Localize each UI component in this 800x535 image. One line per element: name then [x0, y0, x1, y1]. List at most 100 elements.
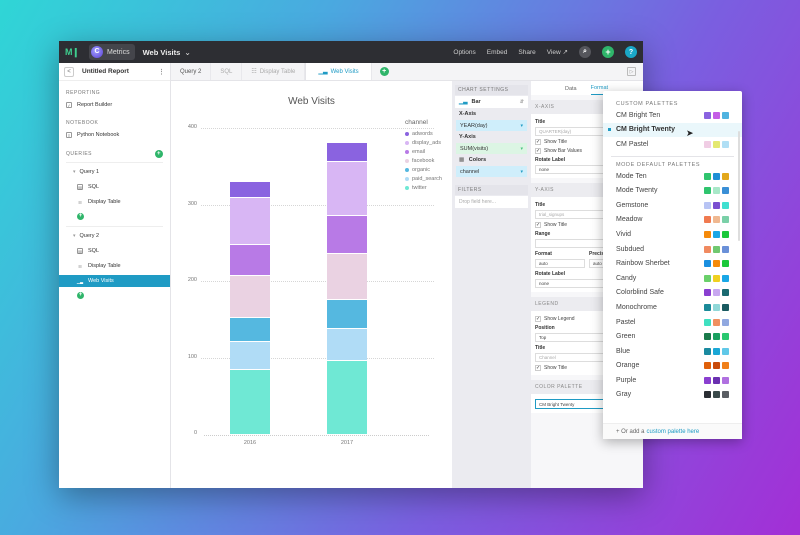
palette-option[interactable]: Gemstone [603, 198, 742, 213]
sidebar-item-query-1-display-table[interactable]: ☷ Display Table [59, 196, 170, 208]
tab-format[interactable]: Format [590, 85, 609, 95]
search-icon[interactable]: ⌕ [579, 46, 591, 58]
tab-display-table[interactable]: ☷ Display Table [242, 63, 306, 80]
sidebar-item-query-1[interactable]: ▾ Query 1 [59, 166, 170, 178]
x-show-title-checkbox[interactable]: ✓ Show Title [535, 139, 639, 145]
palette-option[interactable]: Monochrome [603, 300, 742, 315]
palette-option[interactable]: Blue [603, 344, 742, 359]
sidebar-item-query-2[interactable]: ▾ Query 2 [59, 230, 170, 242]
palette-option[interactable]: Purple [603, 373, 742, 388]
bar-segment-email[interactable] [230, 244, 270, 275]
dropdown-scrollbar[interactable] [738, 131, 740, 241]
palette-option[interactable]: CM Pastel [603, 137, 742, 152]
sidebar-item-python-notebook[interactable]: ≡ Python Notebook [59, 129, 170, 141]
show-bar-values-checkbox[interactable]: ✓ Show Bar Values [535, 148, 639, 154]
tab-web-visits[interactable]: ▁▃ Web Visits [305, 63, 372, 80]
y-axis-field[interactable]: SUM(visits) ▾ [456, 143, 527, 154]
tab-label: SQL [220, 68, 233, 75]
view-link[interactable]: View ↗ [546, 49, 568, 56]
palette-name: CM Bright Twenty [616, 126, 675, 134]
mode-logo-icon[interactable]: M❙ [65, 46, 80, 57]
filters-drop-zone[interactable]: Drop field here... [455, 196, 528, 208]
palette-option[interactable]: Candy [603, 271, 742, 286]
bar-segment-email[interactable] [327, 215, 367, 253]
create-new-button[interactable]: + [602, 46, 614, 58]
toggle-panel-icon[interactable]: ▷ [627, 67, 636, 76]
sidebar-item-query-2-display-table[interactable]: ☷ Display Table [59, 260, 170, 272]
legend-item-paid_search[interactable]: paid_search [405, 174, 442, 183]
tab-data[interactable]: Data [565, 86, 577, 92]
bar-segment-facebook[interactable] [230, 274, 270, 317]
tab-query-2[interactable]: Query 2 [171, 63, 212, 80]
precision-label: Precision [589, 251, 612, 257]
add-chart-query-2[interactable]: + [59, 289, 170, 301]
share-link[interactable]: Share [518, 48, 536, 56]
bar-segment-facebook[interactable] [327, 252, 367, 300]
bar-segment-adwords[interactable] [230, 180, 270, 197]
bar-segment-adwords[interactable] [327, 141, 367, 161]
palette-option[interactable]: CM Bright Twenty [603, 122, 742, 138]
bar-segment-paid_search[interactable] [327, 328, 367, 360]
sidebar-item-web-visits[interactable]: ▁▃ Web Visits [59, 275, 170, 287]
caret-down-icon[interactable]: ▾ [520, 145, 523, 152]
chevron-down-icon[interactable]: ⌄ [184, 47, 191, 57]
legend-item-email[interactable]: email [405, 147, 442, 156]
y-tick-label: 400 [187, 124, 197, 130]
bar-segment-twitter[interactable] [230, 368, 270, 434]
sidebar-item-query-1-sql[interactable]: ▤ SQL [59, 181, 170, 193]
legend-item-display_ads[interactable]: display_ads [405, 138, 442, 147]
sidebar-item-report-builder[interactable]: ✓ Report Builder [59, 99, 170, 111]
legend-show-title-checkbox[interactable]: ✓ Show Title [535, 365, 639, 371]
more-menu-icon[interactable]: ⋮ [158, 68, 165, 76]
palette-name: Purple [616, 376, 637, 384]
y-show-title-checkbox[interactable]: ✓ Show Title [535, 222, 639, 228]
bar-segment-display_ads[interactable] [230, 196, 270, 245]
palette-option[interactable]: Mode Twenty [603, 183, 742, 198]
chart-type-select[interactable]: ▁▃ Bar ⇵ [455, 96, 528, 108]
x-axis-field[interactable]: YEAR(day) ▾ [456, 120, 527, 131]
add-chart-query-1[interactable]: + [59, 210, 170, 222]
org-switcher[interactable]: C Metrics [89, 44, 135, 60]
checkbox-checked-icon: ✓ [535, 139, 541, 145]
bar-segment-paid_search[interactable] [230, 341, 270, 369]
options-link[interactable]: Options [453, 48, 476, 56]
report-title[interactable]: Untitled Report [82, 68, 129, 75]
palette-option[interactable]: Meadow [603, 213, 742, 228]
tab-sql[interactable]: SQL [211, 63, 243, 80]
bar-segment-organic[interactable] [230, 316, 270, 342]
bar-segment-organic[interactable] [327, 299, 367, 329]
embed-link[interactable]: Embed [486, 48, 508, 56]
palette-option[interactable]: Subdued [603, 242, 742, 257]
stacked-bar-2016[interactable] [230, 180, 270, 434]
legend-item-adwords[interactable]: adwords [405, 129, 442, 138]
palette-option[interactable]: Vivid [603, 227, 742, 242]
palette-option[interactable]: CM Bright Ten [603, 108, 742, 123]
sidebar-item-query-2-sql[interactable]: ▤ SQL [59, 245, 170, 257]
legend-item-twitter[interactable]: twitter [405, 183, 442, 192]
palette-option[interactable]: Gray [603, 388, 742, 403]
custom-palette-link[interactable]: custom palette here [646, 428, 700, 435]
legend-item-facebook[interactable]: facebook [405, 156, 442, 165]
bar-segment-twitter[interactable] [327, 359, 367, 434]
legend-item-organic[interactable]: organic [405, 165, 442, 174]
bar-segment-display_ads[interactable] [327, 160, 367, 216]
help-icon[interactable]: ? [625, 46, 637, 58]
color-swatch [722, 111, 729, 119]
add-tab-button[interactable]: + [379, 67, 389, 76]
colors-field[interactable]: channel ▾ [456, 166, 527, 177]
format-select[interactable]: auto [535, 259, 585, 268]
color-swatch [713, 303, 720, 311]
caret-down-icon[interactable]: ▾ [520, 122, 523, 129]
palette-option[interactable]: Rainbow Sherbet [603, 256, 742, 271]
palette-option[interactable]: Mode Ten [603, 169, 742, 184]
palette-option[interactable]: Pastel [603, 315, 742, 330]
add-query-button[interactable]: + [155, 150, 163, 158]
palette-option[interactable]: Colorblind Safe [603, 286, 742, 301]
caret-down-icon[interactable]: ▾ [520, 168, 523, 175]
palette-option[interactable]: Green [603, 329, 742, 344]
stacked-bar-2017[interactable] [327, 141, 367, 434]
collapse-sidebar-icon[interactable]: < [64, 66, 74, 77]
show-legend-checkbox[interactable]: ✓ Show Legend [535, 316, 639, 322]
palette-option[interactable]: Orange [603, 359, 742, 374]
report-name[interactable]: Web Visits [142, 47, 181, 57]
